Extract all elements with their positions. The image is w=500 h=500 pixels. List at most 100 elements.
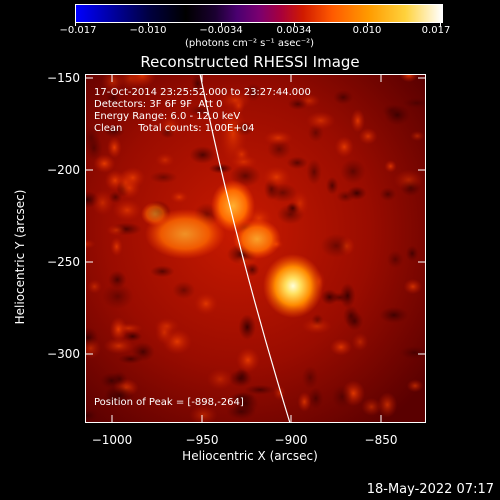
colorbar-tick-label: −0.017: [59, 25, 97, 36]
texture-blob: [333, 90, 354, 105]
texture-blob: [150, 265, 175, 278]
texture-blob: [263, 130, 293, 146]
colorbar-tick-mark: [367, 22, 368, 26]
plot-frame: [85, 74, 426, 423]
texture-blob: [103, 123, 125, 138]
y-tick-label: −200: [47, 163, 80, 177]
texture-blob: [403, 278, 423, 295]
texture-blob: [194, 292, 218, 315]
texture-blob: [120, 167, 146, 189]
texture-blob: [343, 305, 359, 327]
texture-blob: [219, 90, 251, 110]
colorbar-tick-label: −0.0034: [199, 25, 243, 36]
colorbar-tick-label: 0.0034: [276, 25, 312, 36]
image-texture: [85, 74, 426, 423]
texture-blob: [351, 332, 369, 351]
texture-blob: [399, 74, 419, 83]
texture-blob: [236, 347, 260, 373]
texture-blob: [117, 74, 145, 91]
texture-blob: [123, 331, 143, 342]
texture-blob: [111, 371, 128, 387]
texture-blob: [229, 392, 255, 404]
texture-blob: [336, 190, 355, 203]
texture-blob: [85, 239, 96, 249]
texture-blob: [301, 365, 319, 390]
rhessi-image-render: [85, 74, 426, 423]
texture-blob: [297, 391, 312, 412]
texture-blob: [268, 183, 298, 203]
texture-blob: [306, 159, 322, 185]
texture-blob: [384, 104, 411, 126]
texture-blob: [93, 154, 116, 173]
texture-blob: [91, 189, 114, 216]
texture-blob: [85, 408, 99, 423]
texture-blob: [320, 289, 339, 305]
texture-blob: [110, 237, 123, 257]
texture-blob: [361, 397, 382, 416]
colorbar-tick-mark: [294, 22, 295, 26]
texture-blob: [244, 384, 276, 395]
colorbar-tick-label: 0.010: [352, 25, 382, 36]
x-axis-label: Heliocentric X (arcsec): [182, 449, 318, 463]
colorbar-units: (photons cm⁻² s⁻¹ asec⁻²): [185, 38, 315, 49]
texture-blob: [410, 130, 425, 142]
texture-blob: [103, 337, 134, 355]
texture-blob: [262, 166, 291, 189]
texture-blob: [154, 317, 180, 335]
texture-blob: [85, 135, 103, 161]
image-title: Reconstructed RHESSI Image: [140, 53, 360, 71]
detectors-text: Detectors: 3F 6F 9F Att 0: [94, 99, 223, 110]
texture-blob: [206, 368, 234, 390]
x-tick-label: −950: [185, 433, 219, 447]
y-tick-label: −150: [47, 71, 80, 85]
texture-blob: [106, 224, 126, 236]
texture-blob: [286, 156, 308, 170]
texture-blob: [112, 199, 142, 222]
texture-blob: [402, 97, 426, 109]
texture-blob: [379, 306, 409, 324]
x-tick-label: −900: [274, 433, 308, 447]
texture-blob: [149, 171, 178, 184]
texture-blob: [406, 379, 424, 393]
y-tick-label: −250: [47, 255, 80, 269]
texture-blob: [340, 159, 366, 184]
energy-range-text: Energy Range: 6.0 - 12.0 keV: [94, 111, 241, 122]
time-range-text: 17-Oct-2014 23:25:52.000 to 23:27:44.000: [94, 87, 311, 98]
colorbar-tick-mark: [440, 22, 441, 26]
texture-blob: [105, 383, 135, 408]
texture-blob: [377, 392, 398, 418]
texture-blob: [189, 146, 216, 164]
texture-blob: [287, 98, 308, 110]
texture-blob: [109, 316, 128, 342]
x-tick-label: −850: [364, 433, 398, 447]
clean-counts-text: Clean Total counts: 1.00E+04: [94, 123, 255, 134]
texture-blob: [325, 176, 339, 195]
texture-blob: [189, 405, 218, 423]
date-stamp: 18-May-2022 07:17: [366, 482, 494, 497]
texture-blob: [384, 160, 397, 173]
rhessi-image: [85, 74, 426, 423]
texture-blob: [155, 152, 175, 168]
texture-blob: [308, 387, 324, 410]
texture-blob: [405, 245, 419, 262]
texture-blob: [301, 318, 332, 334]
texture-blob: [87, 279, 102, 294]
texture-blob: [358, 128, 378, 145]
solar-limb-line: [199, 74, 291, 423]
texture-blob: [379, 187, 397, 202]
texture-blob: [330, 338, 352, 356]
colorbar-tick-mark: [221, 22, 222, 26]
texture-blob: [386, 250, 404, 269]
texture-blob: [107, 136, 122, 159]
colorbar: [75, 4, 443, 23]
texture-blob: [320, 233, 352, 258]
peak-position-text: Position of Peak = [-898,-264]: [94, 397, 244, 408]
colorbar-tick-label: −0.010: [129, 25, 167, 36]
texture-blob: [339, 283, 356, 309]
x-tick-label: −1000: [91, 433, 133, 447]
texture-blob: [170, 190, 189, 204]
texture-blob: [331, 384, 353, 409]
texture-blob: [238, 314, 256, 340]
colorbar-tick-label: 0.017: [421, 25, 451, 36]
